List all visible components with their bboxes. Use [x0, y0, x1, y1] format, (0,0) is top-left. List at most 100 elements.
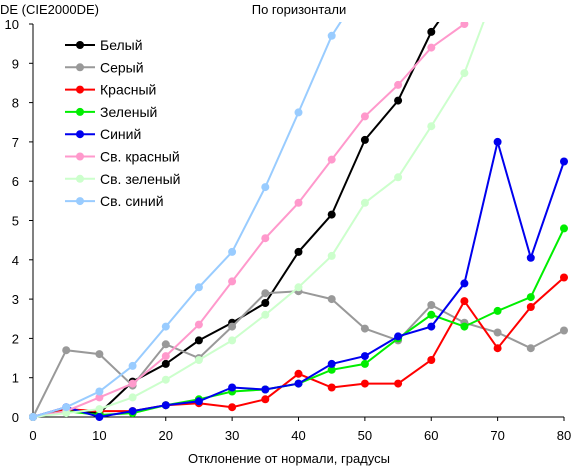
- data-point: [161, 401, 170, 410]
- legend-item: Св. зеленый: [65, 171, 180, 187]
- data-point: [327, 365, 336, 374]
- legend-marker: [76, 174, 84, 183]
- series-line: [32, 227, 565, 418]
- data-point: [460, 69, 469, 78]
- data-point: [460, 279, 469, 288]
- data-point: [427, 322, 436, 331]
- data-point: [294, 283, 303, 292]
- data-point: [560, 326, 568, 335]
- x-tick-label: 50: [358, 428, 372, 443]
- data-point: [95, 405, 104, 414]
- data-point: [493, 344, 502, 353]
- data-point: [460, 322, 469, 331]
- data-point: [294, 247, 303, 256]
- data-point: [62, 346, 71, 355]
- x-axis-label: Отклонение от нормали, градусы: [188, 451, 390, 466]
- data-point: [526, 303, 535, 311]
- data-point: [526, 253, 535, 262]
- data-point: [360, 135, 369, 144]
- legend-label: Св. синий: [100, 193, 164, 209]
- data-point: [394, 96, 403, 105]
- legend-marker: [76, 130, 84, 139]
- data-point: [526, 293, 535, 302]
- series-8: [29, 22, 342, 421]
- data-point: [427, 27, 436, 36]
- data-point: [493, 328, 502, 337]
- series-3: [29, 273, 568, 421]
- data-point: [128, 379, 137, 388]
- data-point: [427, 310, 436, 319]
- x-tick-label: 60: [424, 428, 438, 443]
- data-point: [228, 277, 237, 286]
- data-point: [128, 393, 137, 402]
- data-point: [228, 247, 237, 256]
- y-tick-label: 2: [12, 331, 19, 346]
- legend-item: Св. синий: [65, 193, 164, 209]
- data-point: [161, 375, 170, 384]
- y-axis-label: DE (CIE2000DE): [0, 2, 99, 17]
- legend-marker: [76, 85, 84, 94]
- data-point: [194, 320, 203, 329]
- data-point: [261, 234, 270, 243]
- series-1: [29, 22, 440, 421]
- series-line: [32, 290, 565, 418]
- axes: 0 1 2 3 4 5 6 7 8 9 10 0 10 20 30 40 50 60 70 80: [5, 17, 571, 443]
- y-tick-label: 6: [12, 174, 19, 189]
- data-point: [427, 301, 436, 309]
- y-tick-label: 5: [12, 214, 19, 229]
- data-point: [560, 224, 568, 233]
- y-tick-label: 10: [5, 17, 19, 32]
- legend-label: Св. красный: [100, 149, 180, 165]
- legend-marker: [76, 107, 84, 116]
- data-point: [560, 157, 568, 166]
- x-tick-label: 20: [159, 428, 173, 443]
- data-point: [62, 409, 71, 418]
- y-tick-label: 1: [12, 371, 19, 386]
- data-point: [427, 122, 436, 131]
- data-point: [161, 340, 170, 349]
- data-point: [95, 413, 104, 421]
- legend-marker: [76, 197, 84, 206]
- data-point: [394, 332, 403, 341]
- legend-item: Синий: [65, 126, 141, 142]
- data-point: [95, 350, 104, 359]
- data-point: [161, 352, 170, 361]
- data-point: [394, 173, 403, 182]
- data-point: [228, 403, 237, 412]
- data-point: [95, 387, 104, 396]
- data-point: [294, 379, 303, 388]
- data-point: [294, 369, 303, 378]
- data-point: [194, 397, 203, 406]
- x-tick-label: 30: [225, 428, 239, 443]
- series-5: [29, 137, 568, 421]
- y-tick-label: 0: [12, 410, 19, 425]
- data-point: [327, 251, 336, 260]
- data-point: [128, 361, 137, 370]
- data-point: [161, 359, 170, 368]
- y-tick-label: 8: [12, 96, 19, 111]
- legend-item: Св. красный: [65, 149, 180, 165]
- data-point: [526, 344, 535, 353]
- data-point: [327, 295, 336, 304]
- data-point: [261, 299, 270, 307]
- legend-label: Серый: [100, 59, 144, 75]
- y-tick-label: 7: [12, 135, 19, 150]
- data-point: [95, 393, 104, 402]
- data-point: [493, 306, 502, 315]
- data-point: [261, 310, 270, 319]
- data-point: [360, 352, 369, 361]
- series-2: [29, 287, 568, 421]
- data-point: [194, 283, 203, 292]
- y-tick-label: 9: [12, 56, 19, 71]
- data-point: [194, 356, 203, 364]
- legend-item: Белый: [65, 37, 143, 53]
- data-point: [228, 383, 237, 392]
- legend-item: Зеленый: [65, 104, 157, 120]
- legend-label: Зеленый: [100, 104, 157, 120]
- data-point: [29, 413, 37, 421]
- data-point: [493, 137, 502, 146]
- legend: Белый Серый Красный Зеленый Синий Св. красный…: [65, 37, 180, 209]
- y-tick-label: 3: [12, 292, 19, 307]
- data-point: [261, 385, 270, 394]
